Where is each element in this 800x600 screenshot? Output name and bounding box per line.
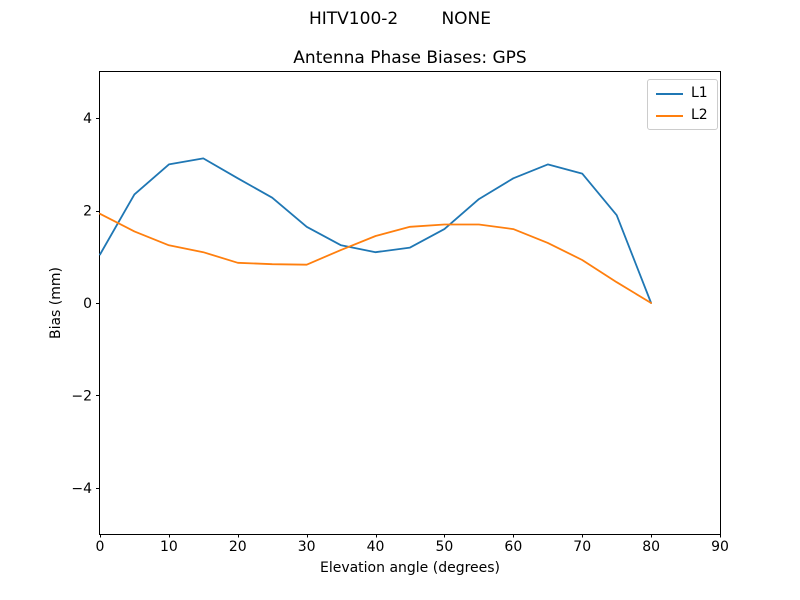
y-tick-label: 2 [83, 204, 92, 220]
x-tick-label: 60 [504, 539, 522, 555]
axes-frame [99, 71, 721, 535]
x-tick-label: 30 [298, 539, 316, 555]
figure-suptitle: HITV100-2 NONE [309, 9, 491, 29]
y-tick-label: −4 [71, 481, 92, 497]
x-tick-label: 10 [160, 539, 178, 555]
y-tick-label: 0 [83, 296, 92, 312]
y-tick-label: 4 [83, 111, 92, 127]
series-line-l2 [99, 212, 652, 304]
y-tick-label: −2 [71, 388, 92, 404]
x-tick-label: 90 [711, 539, 729, 555]
legend-item-l1: L1 [656, 86, 708, 101]
x-tick-label: 40 [367, 539, 385, 555]
y-axis-label: Bias (mm) [48, 266, 64, 340]
x-axis-label: Elevation angle (degrees) [319, 560, 501, 576]
legend-line-sample-l1 [656, 92, 683, 95]
x-tick-label: 50 [436, 539, 454, 555]
legend: L1 L2 [647, 79, 718, 130]
x-tick-label: 0 [96, 539, 105, 555]
legend-label-l1: L1 [691, 85, 708, 101]
series-line-l1 [99, 157, 652, 304]
legend-item-l2: L2 [656, 108, 708, 123]
x-tick-label: 80 [642, 539, 660, 555]
x-tick-label: 70 [573, 539, 591, 555]
x-tick-label: 20 [229, 539, 247, 555]
chart-title: Antenna Phase Biases: GPS [293, 48, 527, 68]
legend-label-l2: L2 [691, 107, 708, 123]
legend-line-sample-l2 [656, 114, 683, 117]
